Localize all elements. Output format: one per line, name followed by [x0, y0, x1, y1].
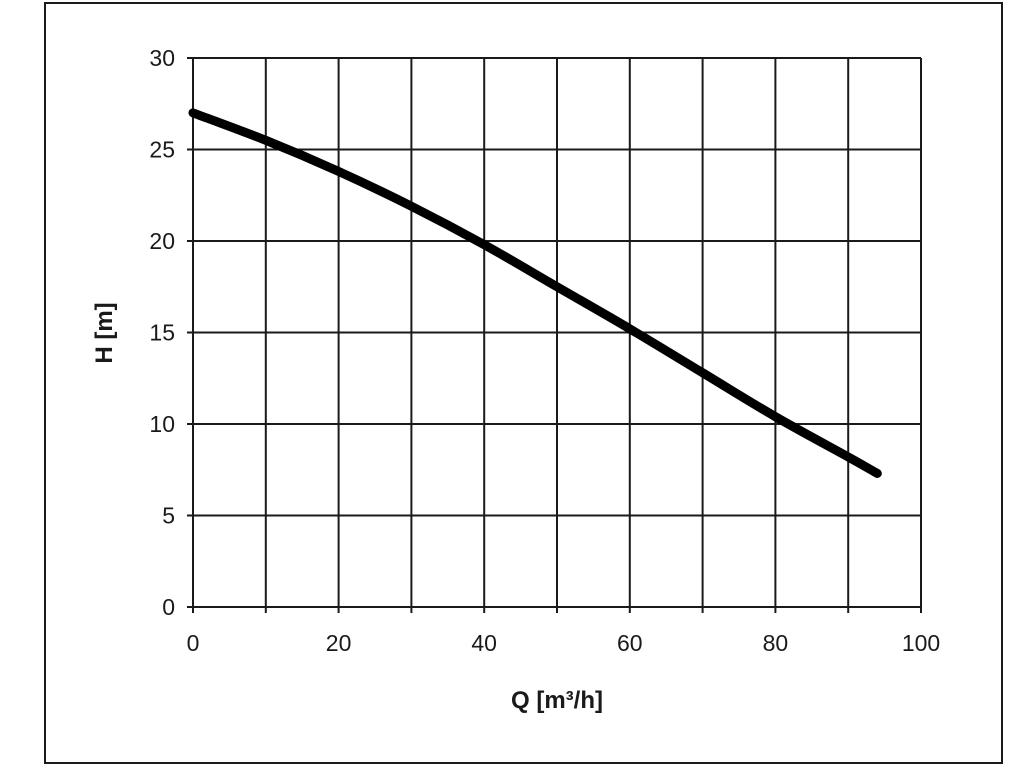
x-tick-label: 80	[763, 630, 789, 656]
y-tick-label: 15	[149, 320, 175, 346]
y-tick-label: 5	[162, 503, 175, 529]
series-layer	[188, 108, 882, 478]
x-tick-label: 0	[187, 630, 200, 656]
y-tick-label: 30	[149, 45, 175, 71]
y-tick-label: 0	[162, 594, 175, 620]
pump-curve-line	[188, 108, 882, 478]
x-tick-label: 40	[471, 630, 497, 656]
y-tick-label: 10	[149, 411, 175, 437]
y-tick-label: 25	[149, 137, 175, 163]
grid	[187, 57, 922, 613]
x-tick-label: 60	[617, 630, 643, 656]
y-tick-label: 20	[149, 228, 175, 254]
x-tick-label: 20	[326, 630, 352, 656]
x-tick-label: 100	[902, 630, 940, 656]
y-axis-title: H [m]	[91, 302, 118, 363]
tick-labels: 0 20 40 60 80 100 0 5 10 15 20 25 30	[149, 45, 940, 656]
x-axis-title: Q [m³/h]	[511, 687, 603, 714]
chart-frame	[44, 2, 1003, 764]
